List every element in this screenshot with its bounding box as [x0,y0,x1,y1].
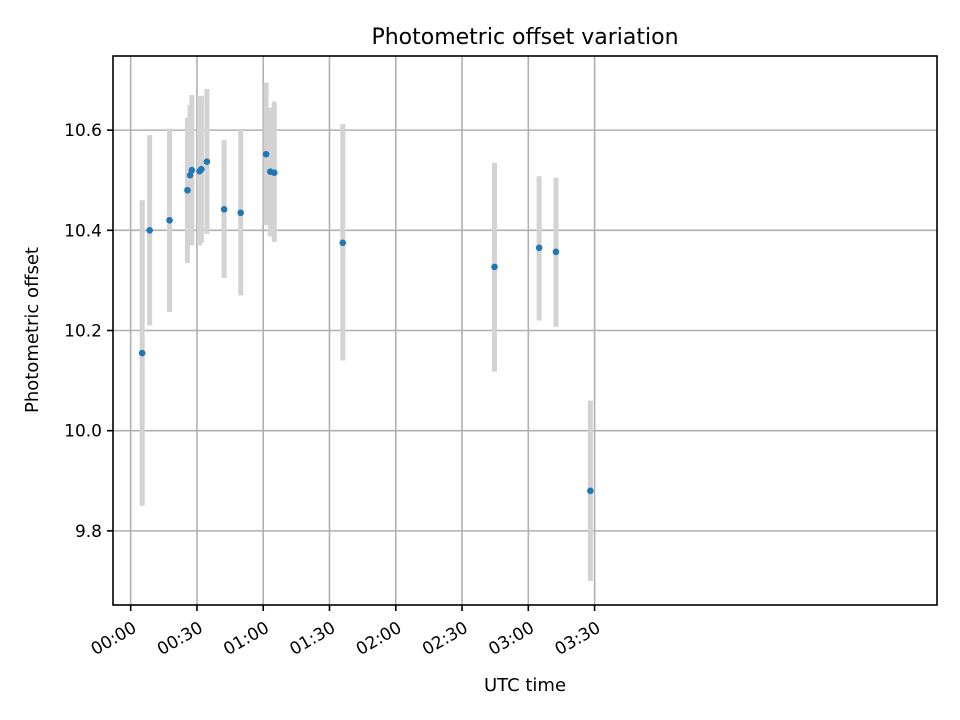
data-point [270,169,278,177]
data-point [188,166,196,174]
data-point [184,186,191,194]
data-point [186,171,194,179]
data-point [138,349,146,357]
data-point [220,205,228,213]
data-point [491,263,498,271]
x-tick-label: 03:30 [552,618,604,660]
y-tick-label: 10.4 [64,221,102,241]
y-axis-ticks: 9.8 10.0 10.2 10.4 10.6 [64,121,113,542]
y-tick-label: 10.2 [64,322,102,342]
x-tick-label: 02:00 [353,618,405,660]
data-points [138,150,594,495]
y-tick-label: 10.6 [64,121,102,141]
x-tick-label: 03:00 [485,618,537,660]
x-axis-label: UTC time [484,675,566,696]
grid-lines [113,56,937,605]
data-point [552,248,560,256]
x-tick-label: 01:00 [220,618,272,660]
y-tick-label: 9.8 [75,522,102,542]
x-tick-label: 01:30 [287,618,339,660]
data-point [535,244,543,252]
x-tick-label: 00:00 [88,618,140,660]
data-point [166,216,173,224]
x-tick-label: 02:30 [419,618,471,660]
data-point [262,150,270,158]
error-bars [139,82,593,581]
data-point [198,165,205,173]
data-point [203,158,211,165]
y-tick-label: 10.0 [64,422,102,442]
x-tick-label: 00:30 [154,618,206,660]
data-point [339,239,347,247]
data-point [237,209,244,217]
y-axis-label: Photometric offset [22,247,43,413]
x-axis-ticks: 00:00 00:30 01:00 01:30 02:00 02:30 03:00 03:30 [88,605,604,660]
data-point [587,487,594,495]
chart-title: Photometric offset variation [371,25,678,50]
data-point [146,227,153,234]
